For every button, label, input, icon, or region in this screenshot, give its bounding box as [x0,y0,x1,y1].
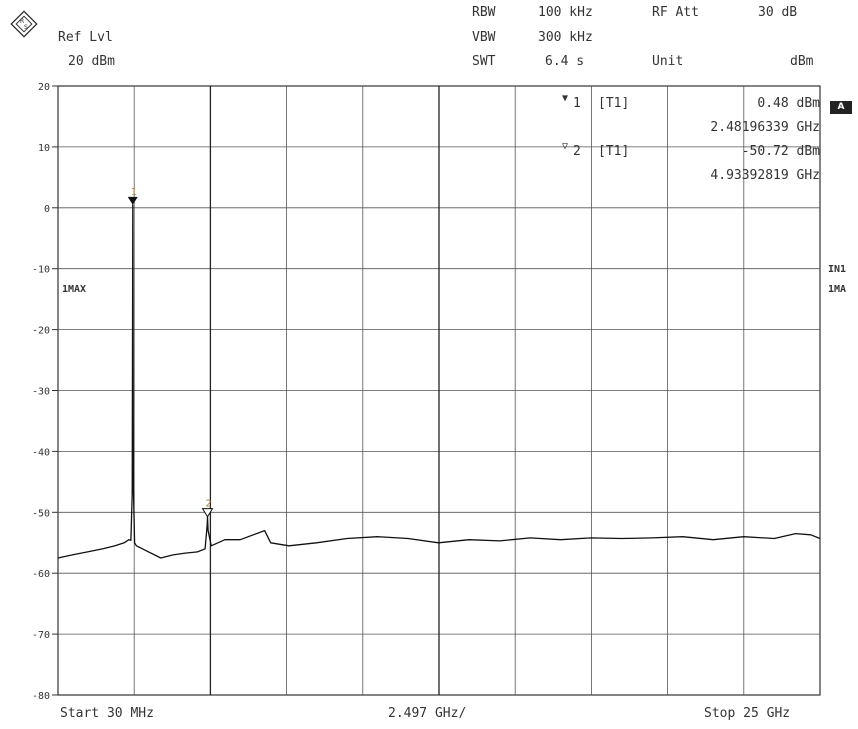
stop-frequency: Stop 25 GHz [704,706,791,721]
rbw-value: 100 kHz [538,5,593,20]
y-tick-label: 10 [38,143,50,154]
marker-1-level: 0.48 dBm [757,96,820,111]
marker-2-number: 2 [206,499,212,510]
marker-2-id: 2 [573,144,581,159]
y-tick-label: -70 [32,630,50,641]
rf-att-value: 30 dB [758,5,798,20]
ref-lvl-label: Ref Lvl [58,30,113,45]
marker-1-freq: 2.48196339 GHz [710,120,820,135]
max-hold-side-label: 1MA [828,284,847,295]
y-tick-label: -20 [32,326,50,337]
marker-1-number: 1 [131,187,137,198]
y-tick-label: -80 [32,691,50,702]
y-tick-label: 0 [44,204,50,215]
trace-mode-label: 1MAX [62,284,87,295]
unit-label: Unit [652,54,684,69]
swt-label: SWT [472,54,496,69]
vbw-label: VBW [472,30,496,45]
swt-value: 6.4 s [545,54,585,69]
marker-2-trace: [T1] [598,144,630,159]
marker-2-freq: 4.93392819 GHz [710,168,820,183]
y-tick-label: -30 [32,387,50,398]
marker-2-level: -50.72 dBm [741,144,820,159]
y-tick-label: 20 [38,82,50,93]
input-1-label: IN1 [828,264,847,275]
marker-1-trace: [T1] [598,96,630,111]
span-per-division: 2.497 GHz/ [388,706,467,721]
rf-att-label: RF Att [652,5,699,20]
rbw-label: RBW [472,5,496,20]
y-tick-label: -10 [32,265,50,276]
y-tick-label: -60 [32,569,50,580]
marker-1-filled-triangle-icon: ▼ [562,93,569,104]
marker-1-id: 1 [573,96,581,111]
svg-text:R: R [20,18,24,25]
vbw-value: 300 kHz [538,30,593,45]
y-tick-label: -40 [32,447,50,458]
trace-a-indicator: A [830,101,852,114]
marker-2-triangle [201,508,214,518]
trace-line [57,204,821,559]
marker-1-triangle [127,196,138,205]
ref-lvl-value: 20 dBm [68,54,115,69]
unit-value: dBm [790,54,814,69]
rohde-schwarz-logo-icon: R S [10,10,38,38]
marker-2-hollow-triangle-icon: ▽ [562,141,569,152]
y-tick-label: -50 [32,508,50,519]
svg-text:S: S [24,24,28,31]
start-frequency: Start 30 MHz [60,706,154,721]
